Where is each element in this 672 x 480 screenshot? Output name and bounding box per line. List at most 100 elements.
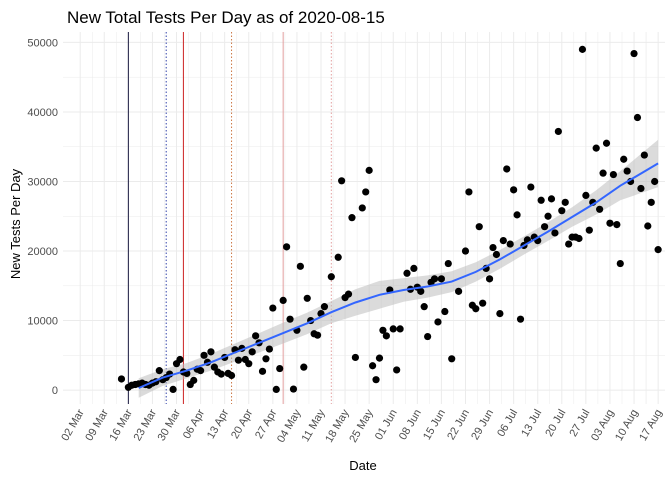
y-tick-label: 50000 bbox=[27, 37, 58, 49]
data-point bbox=[351, 353, 359, 362]
data-point bbox=[234, 356, 243, 364]
y-axis-ticks: 0 10000 20000 30000 40000 50000 bbox=[27, 37, 58, 397]
data-point bbox=[313, 331, 322, 339]
data-point bbox=[465, 188, 473, 196]
data-point bbox=[262, 355, 270, 363]
data-point bbox=[565, 240, 573, 248]
data-point bbox=[338, 177, 346, 185]
data-point bbox=[640, 151, 648, 159]
x-tick-label: 20 Apr bbox=[229, 407, 255, 441]
y-tick-label: 0 bbox=[52, 385, 58, 397]
data-point bbox=[424, 332, 432, 341]
data-point bbox=[613, 221, 621, 229]
data-point bbox=[410, 264, 418, 273]
data-point bbox=[155, 367, 163, 375]
data-point bbox=[516, 315, 525, 323]
data-point bbox=[510, 186, 518, 194]
data-point bbox=[599, 169, 607, 177]
data-point bbox=[475, 223, 483, 231]
data-point bbox=[300, 363, 308, 371]
data-point bbox=[320, 303, 329, 311]
data-point bbox=[437, 275, 445, 283]
data-point bbox=[609, 170, 618, 179]
chart-title: New Total Tests Per Day as of 2020-08-15 bbox=[67, 8, 385, 27]
data-point bbox=[496, 310, 504, 318]
x-tick-label: 25 May bbox=[347, 407, 376, 445]
data-point bbox=[461, 247, 470, 255]
data-point bbox=[375, 354, 384, 362]
x-tick-label: 13 Jul bbox=[519, 408, 544, 439]
data-point bbox=[283, 243, 291, 251]
data-point bbox=[575, 234, 583, 243]
data-point bbox=[544, 212, 552, 220]
data-point bbox=[420, 303, 428, 311]
data-point bbox=[286, 315, 294, 323]
data-point bbox=[503, 165, 511, 173]
data-point bbox=[197, 367, 205, 375]
data-point bbox=[620, 155, 628, 163]
data-point bbox=[344, 290, 353, 298]
data-point bbox=[217, 370, 225, 378]
data-point bbox=[389, 325, 397, 333]
x-tick-label: 30 Mar bbox=[156, 407, 184, 443]
data-point bbox=[434, 318, 442, 326]
data-point bbox=[348, 214, 356, 222]
x-tick-label: 15 Jun bbox=[421, 408, 448, 443]
data-point bbox=[358, 204, 366, 212]
data-point bbox=[227, 371, 236, 380]
data-point bbox=[499, 236, 507, 245]
data-point bbox=[207, 348, 215, 356]
data-point bbox=[327, 273, 335, 281]
data-point bbox=[596, 205, 604, 213]
confidence-ribbon bbox=[138, 139, 659, 398]
y-tick-label: 30000 bbox=[27, 176, 58, 188]
data-point bbox=[272, 385, 280, 393]
data-point bbox=[592, 144, 600, 152]
data-point bbox=[558, 207, 566, 215]
data-point bbox=[492, 250, 501, 259]
data-point bbox=[362, 188, 370, 196]
data-point bbox=[479, 299, 487, 307]
data-point bbox=[245, 360, 253, 368]
x-tick-label: 01 Jun bbox=[373, 408, 400, 443]
x-tick-label: 29 Jun bbox=[469, 408, 496, 443]
y-tick-label: 40000 bbox=[27, 107, 58, 119]
data-point bbox=[633, 113, 642, 122]
data-point bbox=[258, 367, 267, 375]
data-point bbox=[365, 166, 373, 174]
x-tick-label: 06 Jul bbox=[495, 408, 520, 439]
data-point bbox=[513, 211, 521, 219]
data-point bbox=[485, 275, 494, 283]
data-point bbox=[602, 139, 611, 147]
data-point bbox=[190, 376, 198, 384]
data-point bbox=[561, 198, 569, 206]
data-point bbox=[417, 287, 425, 295]
data-point bbox=[541, 223, 549, 231]
data-point bbox=[606, 219, 614, 227]
data-point bbox=[379, 326, 387, 334]
data-point bbox=[582, 191, 590, 200]
data-point bbox=[441, 307, 449, 316]
data-point bbox=[265, 345, 273, 353]
data-point bbox=[506, 240, 514, 248]
data-point bbox=[644, 222, 652, 230]
data-point bbox=[403, 269, 411, 277]
x-axis-title: Date bbox=[349, 458, 376, 473]
data-point bbox=[472, 305, 480, 313]
data-point bbox=[117, 375, 126, 383]
data-point bbox=[252, 332, 260, 340]
data-point bbox=[303, 294, 311, 302]
data-point bbox=[455, 287, 463, 295]
data-point bbox=[637, 184, 645, 193]
data-point bbox=[578, 45, 587, 53]
x-tick-label: 06 Apr bbox=[181, 407, 207, 441]
data-point bbox=[547, 195, 556, 203]
data-point bbox=[289, 385, 298, 393]
data-point bbox=[269, 304, 277, 312]
data-point bbox=[176, 355, 184, 364]
data-point bbox=[623, 167, 631, 175]
data-point bbox=[537, 196, 545, 204]
x-tick-label: 08 Jun bbox=[397, 408, 424, 443]
data-point bbox=[396, 325, 404, 333]
data-point bbox=[279, 296, 287, 304]
